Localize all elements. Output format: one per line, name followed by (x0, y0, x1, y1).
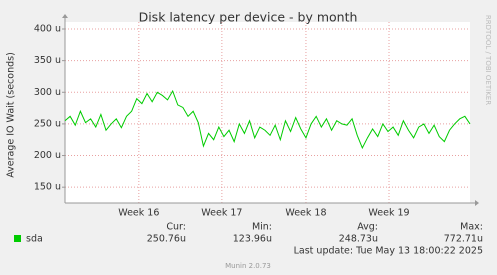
legend-label: sda (26, 234, 43, 245)
legend-value: 248.73u (339, 234, 378, 245)
legend-value: 123.96u (233, 234, 272, 245)
legend-column-header: Avg: (357, 222, 378, 233)
y-axis-title: Average IO Wait (seconds) (6, 52, 17, 178)
legend-swatch (14, 235, 21, 242)
legend-column-header: Max: (460, 222, 483, 233)
legend-value: 250.76u (147, 234, 186, 245)
y-tick-label: 250 u (34, 118, 61, 129)
y-tick-label: 350 u (34, 55, 61, 66)
series-line (64, 89, 471, 150)
y-tick-label: 200 u (34, 150, 61, 161)
legend-column-header: Cur: (166, 222, 186, 233)
axis-arrow (62, 14, 68, 18)
x-tick-label: Week 18 (285, 208, 326, 219)
y-tick-label: 300 u (34, 87, 61, 98)
plot-area (65, 22, 470, 203)
watermark: RRDTOOL / TOBI OETIKER (484, 15, 492, 105)
y-tick-label: 150 u (34, 182, 61, 193)
footer: Munin 2.0.73 (225, 262, 271, 270)
x-tick-label: Week 17 (201, 208, 242, 219)
legend-value: 772.71u (444, 234, 483, 245)
y-tick-label: 400 u (34, 24, 61, 35)
chart-title: Disk latency per device - by month (139, 10, 358, 25)
legend-column-header: Min: (252, 222, 272, 233)
x-tick-label: Week 16 (118, 208, 159, 219)
axis-arrow (475, 200, 479, 206)
last-update: Last update: Tue May 13 18:00:22 2025 (294, 246, 483, 257)
x-tick-label: Week 19 (368, 208, 409, 219)
